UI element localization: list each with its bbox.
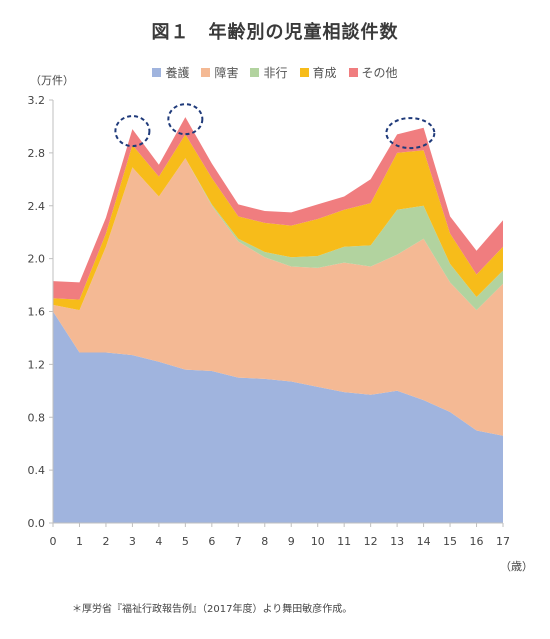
area-hikou bbox=[53, 158, 503, 311]
legend-swatch-ikusei bbox=[299, 68, 309, 77]
area-ikusei bbox=[53, 134, 503, 311]
area-shougai bbox=[53, 158, 503, 436]
x-tick-label: 4 bbox=[155, 535, 162, 548]
legend-item-shougai: 障害 bbox=[201, 64, 238, 81]
chart-title: 図１ 年齢別の児童相談件数 bbox=[151, 22, 399, 43]
y-tick-label: 3.2 bbox=[28, 94, 46, 107]
highlight-circle bbox=[385, 117, 436, 150]
x-tick-label: 3 bbox=[129, 535, 136, 548]
x-tick-label: 1 bbox=[76, 535, 83, 548]
x-tick-label: 10 bbox=[311, 535, 325, 548]
y-tick-label: 2.0 bbox=[28, 253, 46, 266]
y-tick-label: 1.2 bbox=[28, 358, 46, 371]
area-youngo bbox=[53, 311, 503, 523]
source-note: ＊厚労省『福祉行政報告例』（2017年度）より舞田敏彦作成。 bbox=[72, 604, 353, 615]
legend-label-youngo: 養護 bbox=[165, 66, 190, 80]
y-tick-label: 0.4 bbox=[28, 464, 46, 477]
legend-item-hikou: 非行 bbox=[250, 64, 288, 81]
legend-label-ikusei: 育成 bbox=[312, 66, 337, 80]
highlight-circle bbox=[114, 115, 151, 148]
x-tick-label: 17 bbox=[496, 535, 510, 548]
legend-item-sonota: その他 bbox=[348, 64, 398, 81]
x-tick-label: 14 bbox=[417, 535, 431, 548]
x-axis-unit: （歳） bbox=[500, 560, 533, 573]
legend-label-sonota: その他 bbox=[361, 66, 398, 80]
y-tick-label: 2.8 bbox=[28, 147, 46, 160]
x-tick-label: 9 bbox=[288, 535, 295, 548]
y-tick-label: 0.0 bbox=[28, 517, 46, 530]
legend-swatch-sonota bbox=[348, 68, 358, 77]
x-tick-label: 8 bbox=[261, 535, 268, 548]
x-tick-label: 13 bbox=[390, 535, 404, 548]
x-tick-label: 12 bbox=[364, 535, 378, 548]
legend-swatch-hikou bbox=[250, 68, 260, 77]
legend: 養護 障害 非行 育成 その他 bbox=[0, 64, 550, 81]
x-tick-label: 0 bbox=[50, 535, 57, 548]
highlight-circle bbox=[167, 103, 204, 136]
y-tick-label: 2.4 bbox=[28, 200, 46, 213]
legend-item-youngo: 養護 bbox=[152, 64, 189, 81]
x-tick-label: 5 bbox=[182, 535, 189, 548]
y-axis-unit: （万件） bbox=[30, 74, 74, 87]
legend-swatch-shougai bbox=[201, 68, 211, 77]
x-tick-label: 15 bbox=[443, 535, 457, 548]
x-tick-label: 16 bbox=[470, 535, 484, 548]
y-tick-label: 0.8 bbox=[28, 411, 46, 424]
x-tick-label: 2 bbox=[102, 535, 109, 548]
legend-swatch-youngo bbox=[152, 68, 162, 77]
legend-label-hikou: 非行 bbox=[263, 66, 288, 80]
x-tick-label: 11 bbox=[337, 535, 351, 548]
y-tick-label: 1.6 bbox=[28, 306, 46, 319]
legend-label-shougai: 障害 bbox=[214, 66, 239, 80]
area-sonota bbox=[53, 117, 503, 300]
x-tick-label: 6 bbox=[208, 535, 215, 548]
legend-item-ikusei: 育成 bbox=[299, 64, 337, 81]
x-tick-label: 7 bbox=[235, 535, 242, 548]
